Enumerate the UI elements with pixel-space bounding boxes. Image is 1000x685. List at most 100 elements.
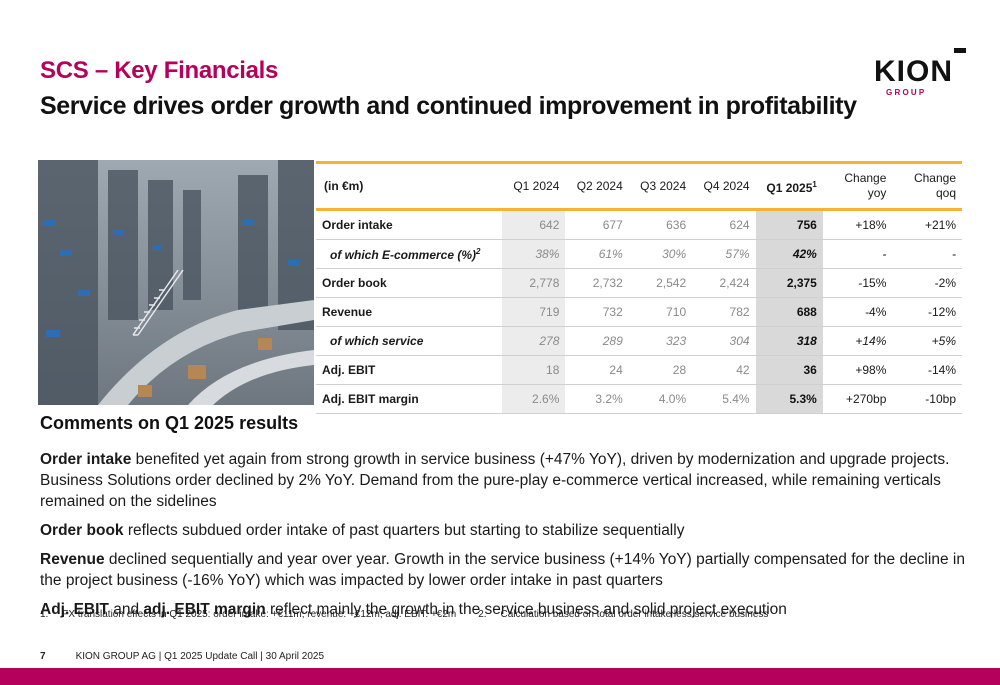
row-label-footnote: 2 [476,246,481,256]
cell-value: 28 [628,355,693,385]
row-label-text: of which service [330,334,424,348]
table-header-row: (in €m) Q1 2024 Q2 2024 Q3 2024 Q4 2024 … [316,161,962,211]
comment-order-book-text: reflects subdued order intake of past qu… [123,522,685,539]
cell-value: 2,424 [692,268,756,298]
svg-text:KION: KION [874,55,953,88]
cell-change-qoq: -10bp [892,384,962,414]
cell-change-yoy: +98% [822,355,893,385]
table-row: Order book 2,778 2,732 2,542 2,424 2,375 -15% -… [316,268,962,298]
comment-adj-ebit-margin-bold: adj. EBIT margin [143,601,266,618]
comment-adj-ebit-mid: and [108,601,144,618]
cell-value: 289 [565,326,629,356]
row-label: Order book [316,268,502,298]
footnotes: 1. FX translation effects in Q1 2025: or… [40,609,790,620]
cell-change-yoy: -15% [822,268,893,298]
row-label: Order intake [316,209,502,240]
table-row: Adj. EBIT 18 24 28 42 36 +98% -14% [316,355,962,385]
comment-order-intake: Order intake benefited yet again from st… [40,449,980,512]
col-q1-2025: Q1 20251 [755,161,823,211]
col-change-qoq-l1: Change [913,171,956,185]
row-label: Adj. EBIT [316,355,502,385]
row-label: Revenue [316,297,502,327]
cell-value: 61% [565,239,629,269]
cell-value: 2,732 [565,268,629,298]
warehouse-photo [38,160,314,405]
cell-value: 642 [501,209,566,240]
brand-footer-bar [0,668,1000,685]
row-label-text: of which E-commerce (%) [330,247,477,262]
cell-value: 57% [692,239,756,269]
comment-adj-ebit: Adj. EBIT and adj. EBIT margin reflect m… [40,599,980,620]
col-q4-2024: Q4 2024 [692,161,756,211]
cell-change-qoq: - [892,239,962,269]
table-row: Adj. EBIT margin 2.6% 3.2% 4.0% 5.4% 5.3% +270… [316,384,962,414]
cell-q1-2025: 42% [755,239,823,269]
cell-q1-2025: 5.3% [755,384,823,414]
cell-value: 782 [692,297,756,327]
key-financials-table: (in €m) Q1 2024 Q2 2024 Q3 2024 Q4 2024 … [316,161,962,414]
cell-value: 24 [565,355,629,385]
cell-value: 18 [501,355,566,385]
footer-text: KION GROUP AG | Q1 2025 Update Call | 30… [75,651,325,662]
col-q1-2024: Q1 2024 [501,161,566,211]
cell-value: 3.2% [565,384,629,414]
cell-value: 732 [565,297,629,327]
page-number: 7 [40,651,46,662]
row-label-text: Adj. EBIT [322,363,376,377]
cell-value: 624 [692,209,756,240]
comment-revenue: Revenue declined sequentially and year o… [40,549,980,591]
slide-title: SCS – Key Financials [40,57,279,84]
cell-value: 2.6% [501,384,566,414]
cell-q1-2025: 688 [755,297,823,327]
row-label-text: Adj. EBIT margin [322,392,419,406]
row-label: of which E-commerce (%)2 [316,239,502,269]
col-change-qoq: Change qoq [892,161,962,211]
table-row: of which E-commerce (%)2 38% 61% 30% 57% 42% -… [316,239,962,269]
table-row: Revenue 719 732 710 782 688 -4% -12% [316,297,962,327]
cell-change-yoy: +270bp [822,384,893,414]
col-unit-label: (in €m) [316,161,502,211]
col-q3-2024: Q3 2024 [628,161,693,211]
cell-change-qoq: -12% [892,297,962,327]
col-q1-2025-footnote: 1 [812,179,817,189]
comments-title: Comments on Q1 2025 results [40,413,299,433]
cell-change-yoy: +14% [822,326,893,356]
row-label-text: Revenue [322,305,373,319]
cell-value: 30% [628,239,693,269]
col-change-yoy: Change yoy [822,161,893,211]
slide-subtitle: Service drives order growth and continue… [40,92,857,120]
comment-revenue-bold: Revenue [40,551,105,568]
comments-body: Order intake benefited yet again from st… [40,449,980,628]
cell-value: 677 [565,209,629,240]
cell-value: 710 [628,297,693,327]
col-change-yoy-l1: Change [844,171,887,185]
table-row: of which service 278 289 323 304 318 +14% +5% [316,326,962,356]
footnote-1: 1. FX translation effects in Q1 2025: or… [40,609,457,620]
table-row: Order intake 642 677 636 624 756 +18% +21% [316,209,962,240]
row-label-text: Order book [322,276,387,290]
cell-change-qoq: +5% [892,326,962,356]
cell-value: 636 [628,209,693,240]
cell-value: 719 [501,297,566,327]
comment-adj-ebit-text: reflect mainly the growth in the service… [265,601,787,618]
cell-value: 5.4% [692,384,756,414]
cell-value: 2,778 [501,268,566,298]
cell-value: 323 [628,326,693,356]
cell-change-qoq: -2% [892,268,962,298]
cell-value: 278 [501,326,566,356]
comment-revenue-text: declined sequentially and year over year… [40,551,965,589]
row-label: of which service [316,326,502,356]
footnote-2: 2. Calculation based on total order inta… [478,609,769,620]
page-footer: 7 KION GROUP AG | Q1 2025 Update Call | 3… [40,651,324,662]
cell-q1-2025: 2,375 [755,268,823,298]
cell-value: 38% [501,239,566,269]
col-q1-2025-label: Q1 2025 [766,180,813,195]
kion-group-logo: KION G R O U P [874,48,966,97]
comment-order-book-bold: Order book [40,522,124,539]
cell-q1-2025: 36 [755,355,823,385]
col-change-qoq-l2: qoq [935,186,956,200]
comment-adj-ebit-bold: Adj. EBIT [40,601,109,618]
cell-change-yoy: +18% [822,209,893,240]
svg-text:G R O U P: G R O U P [886,88,925,97]
row-label-text: Order intake [322,218,393,232]
